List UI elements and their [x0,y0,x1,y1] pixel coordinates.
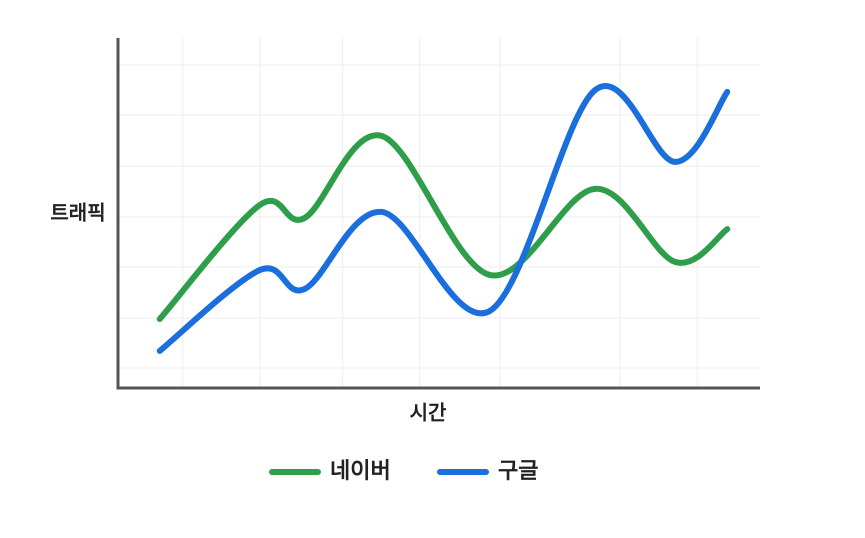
y-axis-label: 트래픽 [50,201,105,225]
legend-label: 네이버 [330,459,391,484]
line-series [156,83,731,354]
x-axis-label: 시간 [410,401,447,425]
line-series [156,132,731,323]
legend-label: 구글 [498,459,538,484]
